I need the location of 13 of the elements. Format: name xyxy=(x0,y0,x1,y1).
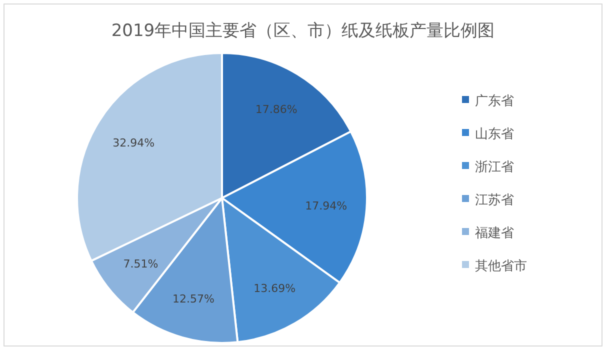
data-label: 7.51% xyxy=(123,258,158,271)
legend-label: 广东省 xyxy=(475,94,514,109)
legend-label: 其他省市 xyxy=(475,259,527,274)
legend-label: 江苏省 xyxy=(475,193,514,208)
data-label: 32.94% xyxy=(112,136,155,150)
data-label: 17.86% xyxy=(255,102,298,116)
chart-title: 2019年中国主要省（区、市）纸及纸板产量比例图 xyxy=(111,21,495,41)
legend-label: 福建省 xyxy=(475,226,514,241)
data-label: 13.69% xyxy=(254,282,296,296)
data-label: 17.94% xyxy=(305,200,348,213)
data-label: 12.57% xyxy=(172,292,214,306)
legend-label: 山东省 xyxy=(475,127,514,142)
legend-label: 浙江省 xyxy=(475,160,514,175)
